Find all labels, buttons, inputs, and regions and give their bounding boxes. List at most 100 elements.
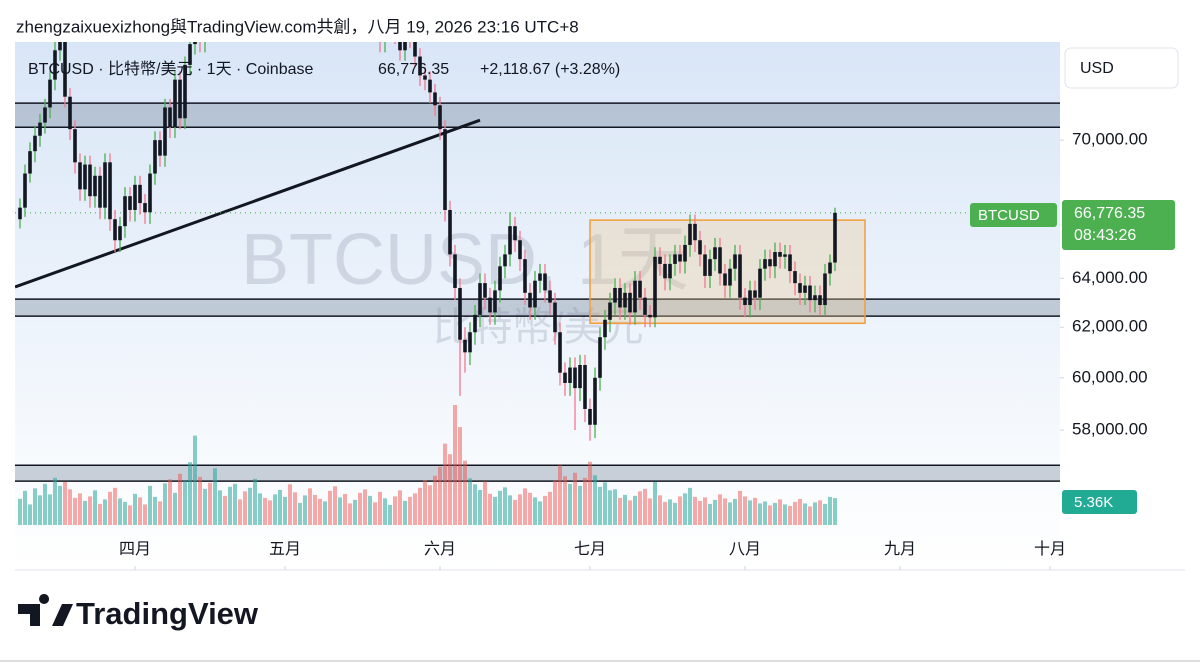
volume-bar [83, 500, 87, 525]
volume-bar [348, 503, 352, 525]
candle-body [448, 209, 452, 255]
candle-body [28, 151, 32, 174]
candle-body [563, 372, 567, 383]
volume-bar [368, 495, 372, 525]
candle-body [18, 207, 22, 220]
candle-body [108, 162, 112, 220]
volume-bar [488, 493, 492, 525]
volume-bar [118, 498, 122, 525]
volume-bar [263, 497, 267, 525]
candle-body [648, 314, 652, 318]
volume-bar [523, 488, 527, 525]
volume-bar [453, 405, 457, 525]
volume-bar [23, 490, 27, 525]
volume-bar [408, 496, 412, 525]
volume-bar [388, 504, 392, 525]
volume-bar [203, 488, 207, 525]
volume-bar [658, 495, 662, 525]
volume-bar [833, 498, 837, 525]
candle-body [743, 297, 747, 306]
candle-body [463, 339, 467, 353]
candle-body [513, 226, 517, 241]
volume-bar [268, 500, 272, 525]
volume-bar [133, 493, 137, 525]
volume-bar [663, 501, 667, 525]
volume-bar [448, 454, 452, 525]
logo-mark [18, 594, 73, 626]
x-tick-label: 九月 [884, 540, 916, 558]
candle-body [498, 266, 502, 291]
volume-bar [253, 478, 257, 525]
volume-bar [588, 461, 592, 525]
candle-body [168, 107, 172, 127]
volume-bar [558, 465, 562, 525]
volume-bar [628, 500, 632, 525]
candle-body [628, 292, 632, 313]
currency-label[interactable]: USD [1080, 60, 1114, 77]
volume-bar [498, 490, 502, 525]
candle-body [723, 273, 727, 286]
candle-body [773, 252, 777, 267]
x-tick-label: 八月 [729, 541, 761, 558]
volume-bar [318, 498, 322, 525]
volume-bar [313, 494, 317, 525]
candle-body [733, 254, 737, 269]
candle-body [688, 223, 692, 245]
volume-bar [473, 484, 477, 525]
candle-body [593, 377, 597, 425]
volume-bar [623, 494, 627, 525]
volume-bar [338, 497, 342, 525]
candle-body [713, 247, 717, 260]
volume-bar [688, 487, 692, 525]
currency-button[interactable] [1064, 47, 1179, 89]
candle-body [548, 290, 552, 303]
volume-bar [638, 491, 642, 525]
candle-body [153, 140, 157, 174]
volume-bar [188, 462, 192, 525]
volume-bar [603, 482, 607, 525]
candle-body [813, 295, 817, 301]
y-tick-label: 58,000.00 [1072, 420, 1148, 439]
volume-bar [73, 497, 77, 525]
candle-body [473, 314, 477, 333]
volume-bar [223, 495, 227, 525]
candle-body [183, 64, 187, 119]
candle-body [578, 365, 582, 389]
candle-body [643, 297, 647, 315]
volume-bar [643, 488, 647, 525]
candle-body [758, 268, 762, 298]
volume-bar [358, 492, 362, 525]
candle-body [573, 367, 577, 389]
volume-bar [343, 493, 347, 525]
volume-bar [163, 483, 167, 525]
candle-body [588, 408, 592, 425]
candle-body [558, 332, 562, 373]
candle-body [413, 42, 417, 57]
candle-body [88, 164, 92, 197]
volume-bar [703, 497, 707, 525]
volume-bar [243, 491, 247, 525]
volume-bar [198, 476, 202, 525]
candle-body [503, 254, 507, 267]
candle-body [433, 92, 437, 106]
volume-bar [508, 495, 512, 525]
volume-bar [613, 489, 617, 525]
watermark: BTCUSD, 1天 比特幣/美元 [241, 220, 689, 350]
volume-bar [743, 496, 747, 525]
candle-body [93, 175, 97, 197]
volume-bar [583, 477, 587, 525]
candle-body [193, 42, 197, 45]
volume-bar [38, 495, 42, 525]
candle-body [73, 129, 77, 163]
candle-body [23, 173, 27, 208]
volume-bar [503, 487, 507, 525]
volume-bar [278, 489, 282, 525]
candle-body [53, 50, 57, 80]
price-badge [1062, 200, 1175, 250]
candle-body [658, 256, 662, 264]
candle-body [763, 259, 767, 269]
symbol-badge-text: BTCUSD [978, 207, 1040, 224]
volume-bar [18, 498, 22, 525]
brand-logo: TradingView [18, 594, 259, 631]
